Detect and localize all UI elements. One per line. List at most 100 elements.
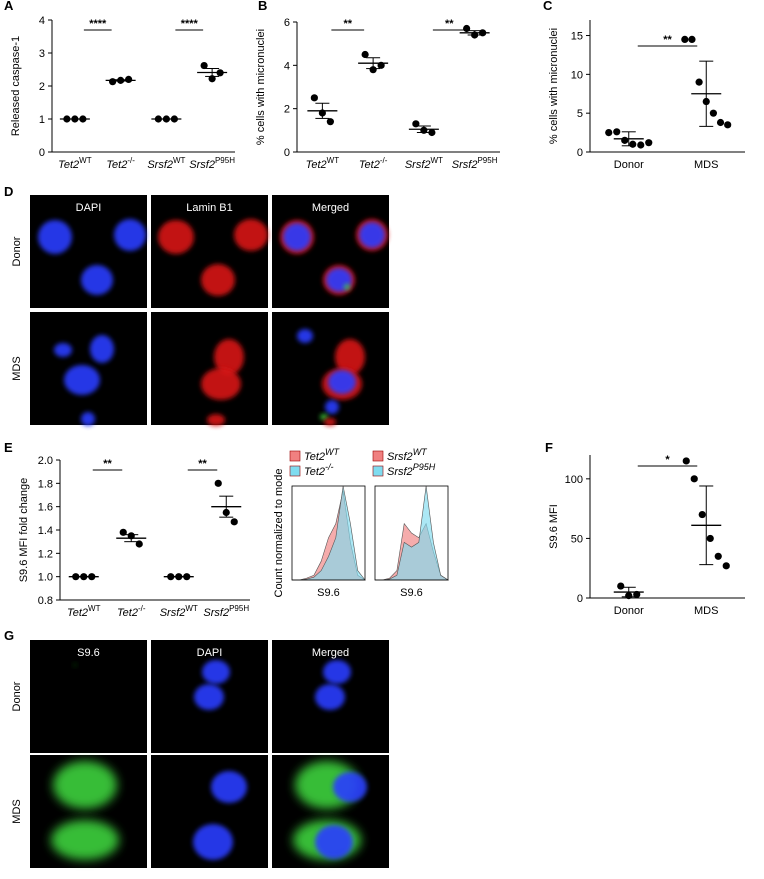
cell-signal [315, 825, 353, 859]
data-point [135, 540, 143, 548]
error-bar [621, 131, 636, 147]
cell-signal [344, 284, 350, 290]
column-label: Merged [312, 202, 349, 214]
cell-signal [328, 370, 356, 394]
x-tick-label: Srsf2P95H [203, 604, 249, 619]
cell-signal [194, 684, 224, 710]
legend-label: Tet2-/- [304, 462, 334, 478]
data-point [605, 128, 613, 137]
x-tick-label: Tet2WT [306, 156, 340, 171]
data-point [709, 109, 717, 117]
y-tick-label: 3 [39, 48, 45, 60]
panel-label: B [258, 0, 267, 13]
significance-label: **** [181, 18, 199, 30]
y-axis-label: Released caspase-1 [10, 36, 22, 136]
cell-signal [81, 412, 95, 426]
significance-label: ** [663, 34, 672, 46]
panel-label: C [543, 0, 553, 13]
error-bar [467, 30, 482, 36]
cell-signal [81, 265, 113, 295]
cell-signal [234, 219, 268, 251]
y-tick-label: 4 [284, 60, 290, 72]
legend-name: Srsf2 [387, 466, 413, 478]
error-bar [366, 57, 381, 70]
category-superscript: WT [185, 604, 198, 613]
cell-signal [325, 400, 339, 414]
legend-superscript: WT [325, 447, 340, 457]
data-point [681, 35, 689, 44]
category-name: Srsf2 [189, 159, 215, 171]
x-tick-label: MDS [694, 159, 718, 171]
x-tick-label: Srsf2WT [147, 156, 185, 171]
category-name: MDS [694, 605, 718, 617]
error-bar [699, 485, 714, 566]
micrograph [30, 640, 147, 753]
legend-name: Tet2 [304, 466, 325, 478]
y-tick-label: 2 [284, 104, 290, 116]
data-point [109, 78, 117, 86]
data-point [326, 118, 334, 126]
category-superscript: P95H [229, 604, 249, 613]
histogram-area [292, 485, 366, 581]
category-superscript: -/- [138, 604, 146, 613]
error-bar [124, 534, 139, 543]
x-axis-label: S9.6 [317, 587, 340, 599]
y-axis-label: Count normalized to mode [273, 468, 285, 597]
category-superscript: P95H [215, 156, 235, 165]
legend-superscript: WT [413, 447, 428, 457]
data-point [369, 66, 377, 74]
category-superscript: WT [327, 156, 340, 165]
data-point [688, 35, 696, 44]
category-name: Srsf2 [452, 159, 478, 171]
data-point [716, 118, 725, 127]
legend-superscript: P95H [413, 462, 436, 472]
legend-swatch [372, 465, 384, 477]
legend-label: Srsf2P95H [387, 462, 436, 478]
data-point [208, 75, 216, 83]
cell-signal [207, 414, 225, 426]
data-point [230, 518, 238, 526]
cell-signal [315, 684, 345, 710]
category-name: Tet2 [67, 607, 88, 619]
plot-frame [291, 485, 366, 581]
data-point [682, 457, 690, 465]
x-tick-label: Tet2-/- [117, 604, 146, 619]
column-label: DAPI [197, 647, 223, 659]
legend-swatch [372, 450, 384, 462]
data-point [690, 475, 698, 483]
x-tick-label: Tet2WT [67, 604, 101, 619]
legend-swatch [289, 465, 301, 477]
error-bar [205, 68, 220, 77]
data-point [722, 562, 730, 570]
cell-signal [201, 368, 241, 400]
category-superscript: WT [431, 156, 444, 165]
row-label: Donor [11, 236, 23, 266]
y-tick-label: 1.0 [38, 572, 53, 584]
cell-signal [320, 414, 328, 420]
panel-label: G [4, 628, 14, 643]
data-point [621, 136, 629, 144]
x-tick-label: Tet2WT [58, 156, 92, 171]
cell-signal [114, 219, 146, 251]
y-tick-label: 0.8 [38, 595, 53, 607]
cell-signal [73, 663, 77, 667]
y-tick-label: 6 [284, 17, 290, 29]
y-axis-label: S9.6 MFI [548, 504, 560, 549]
y-axis-label: % cells with micronuclei [255, 29, 267, 145]
row-label: Donor [11, 681, 23, 711]
data-point [698, 510, 706, 519]
category-name: MDS [694, 159, 718, 171]
category-superscript: WT [88, 604, 101, 613]
data-point [200, 61, 208, 70]
significance-label: ** [198, 458, 207, 470]
y-tick-label: 1.4 [38, 525, 53, 537]
data-point [629, 140, 637, 148]
x-tick-label: Tet2-/- [106, 156, 135, 171]
cell-signal [53, 761, 117, 809]
y-tick-label: 0 [284, 147, 290, 159]
y-tick-label: 2 [39, 81, 45, 93]
panel-label: E [4, 440, 13, 455]
legend-name: Srsf2 [387, 451, 413, 463]
significance-label: ** [103, 458, 112, 470]
data-point [714, 552, 722, 560]
